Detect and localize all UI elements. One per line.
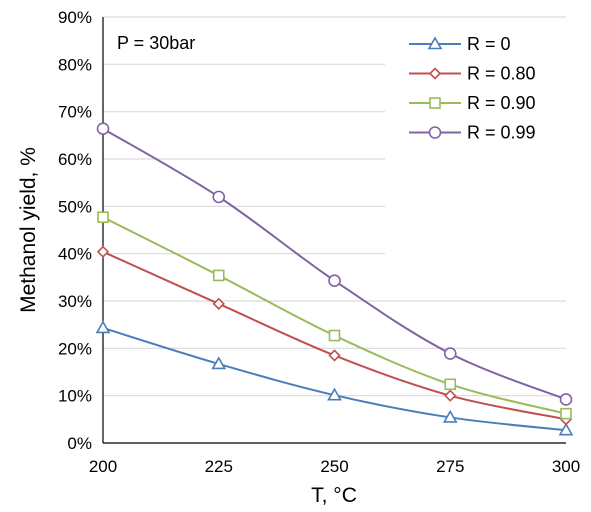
data-point-marker — [97, 211, 109, 224]
data-point-marker — [96, 245, 110, 258]
data-point-marker — [211, 356, 227, 370]
legend-label: R = 0 — [467, 34, 511, 54]
data-point-marker — [558, 422, 574, 436]
legend-label: R = 0.99 — [467, 123, 536, 143]
data-point-marker — [442, 409, 458, 423]
data-point-marker — [327, 387, 342, 401]
legend-label: R = 0.80 — [467, 64, 536, 84]
x-tick-label: 300 — [552, 457, 580, 476]
y-axis-label: Methanol yield, % — [17, 147, 40, 313]
data-point-marker — [444, 378, 457, 391]
y-tick-label: 10% — [58, 387, 92, 406]
legend-item: R = 0.80 — [409, 64, 536, 84]
data-point-marker — [212, 297, 225, 310]
series-line — [102, 216, 567, 415]
data-point-marker — [443, 347, 457, 360]
x-axis-label: T, °C — [311, 484, 357, 507]
data-point-marker — [559, 393, 573, 406]
x-tick-labels: 200 225 250 275 300 — [89, 457, 580, 476]
grid-lines — [103, 16, 566, 397]
series-1 — [95, 320, 574, 436]
x-tick-label: 200 — [89, 457, 117, 476]
y-tick-label: 20% — [58, 339, 92, 358]
series-group — [95, 122, 574, 436]
series-line — [102, 327, 567, 432]
axes — [102, 17, 566, 444]
legend-marker — [428, 67, 442, 80]
legend-marker — [427, 36, 443, 50]
data-point-marker — [96, 122, 110, 136]
legend-item: R = 0.90 — [409, 93, 536, 113]
y-tick-labels: 0% 10% 20% 30% 40% 50% 60% 70% 80% 90% — [58, 8, 92, 453]
y-tick-label: 30% — [58, 292, 92, 311]
data-point-marker — [328, 349, 341, 362]
data-point-marker — [560, 407, 572, 420]
y-tick-label: 70% — [58, 103, 92, 122]
series-4 — [96, 122, 573, 406]
x-tick-label: 275 — [436, 457, 464, 476]
y-tick-label: 90% — [58, 8, 92, 27]
x-tick-label: 225 — [205, 457, 233, 476]
y-tick-label: 40% — [58, 245, 92, 264]
legend: R = 0 R = 0.80 R = 0.90 R = 0.99 — [409, 34, 536, 143]
legend-marker — [428, 126, 442, 139]
pressure-annotation: P = 30bar — [117, 33, 195, 53]
data-point-marker — [328, 274, 341, 287]
data-point-marker — [95, 320, 111, 334]
y-tick-label: 60% — [58, 150, 92, 169]
y-tick-label: 80% — [58, 55, 92, 74]
data-point-marker — [328, 329, 341, 342]
y-tick-label: 50% — [58, 197, 92, 216]
legend-marker — [429, 97, 441, 109]
x-tick-label: 250 — [320, 457, 348, 476]
data-point-marker — [444, 389, 457, 402]
data-point-marker — [212, 190, 226, 204]
legend-item: R = 0 — [409, 34, 511, 54]
data-point-marker — [212, 269, 225, 282]
series-3 — [97, 211, 572, 420]
legend-label: R = 0.90 — [467, 93, 536, 113]
legend-item: R = 0.99 — [409, 123, 536, 143]
y-tick-label: 0% — [67, 434, 92, 453]
